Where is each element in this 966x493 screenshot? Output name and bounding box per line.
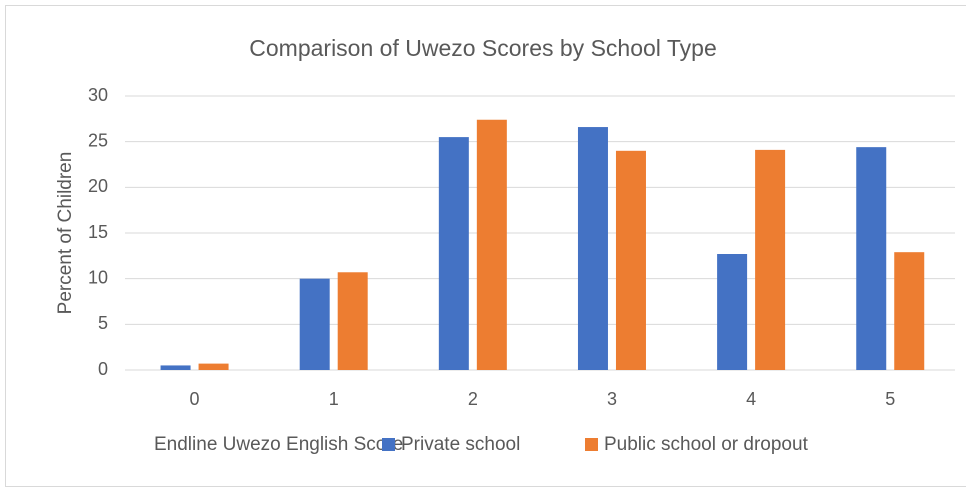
x-tick-label: 0: [190, 389, 200, 409]
bar: [894, 252, 925, 370]
y-tick-label: 0: [98, 359, 108, 379]
y-tick-label: 20: [88, 176, 108, 196]
legend-swatch: [585, 438, 598, 451]
chart-title: Comparison of Uwezo Scores by School Typ…: [249, 35, 716, 61]
x-tick-label: 5: [885, 389, 895, 409]
x-tick-label: 4: [746, 389, 756, 409]
y-tick-label: 25: [88, 130, 108, 150]
bar: [299, 278, 330, 370]
bar: [337, 272, 368, 370]
bar: [198, 363, 229, 370]
x-tick-label: 1: [329, 389, 339, 409]
bar: [615, 150, 646, 370]
y-tick-label: 30: [88, 85, 108, 105]
y-tick-label: 5: [98, 313, 108, 333]
bar: [717, 254, 748, 370]
y-axis-title: Percent of Children: [55, 152, 76, 315]
bar: [856, 147, 887, 370]
legend-label: Public school or dropout: [604, 434, 809, 455]
x-axis-title: Endline Uwezo English Score: [154, 434, 403, 455]
bar: [160, 365, 191, 370]
legend-label: Private school: [401, 434, 520, 455]
y-tick-label: 15: [88, 222, 108, 242]
x-tick-label: 3: [607, 389, 617, 409]
x-tick-label: 2: [468, 389, 478, 409]
bar: [438, 137, 469, 370]
y-tick-label: 10: [88, 267, 108, 287]
legend-swatch: [382, 438, 395, 451]
bar: [755, 149, 786, 370]
bar: [476, 119, 507, 370]
bar: [577, 127, 608, 370]
